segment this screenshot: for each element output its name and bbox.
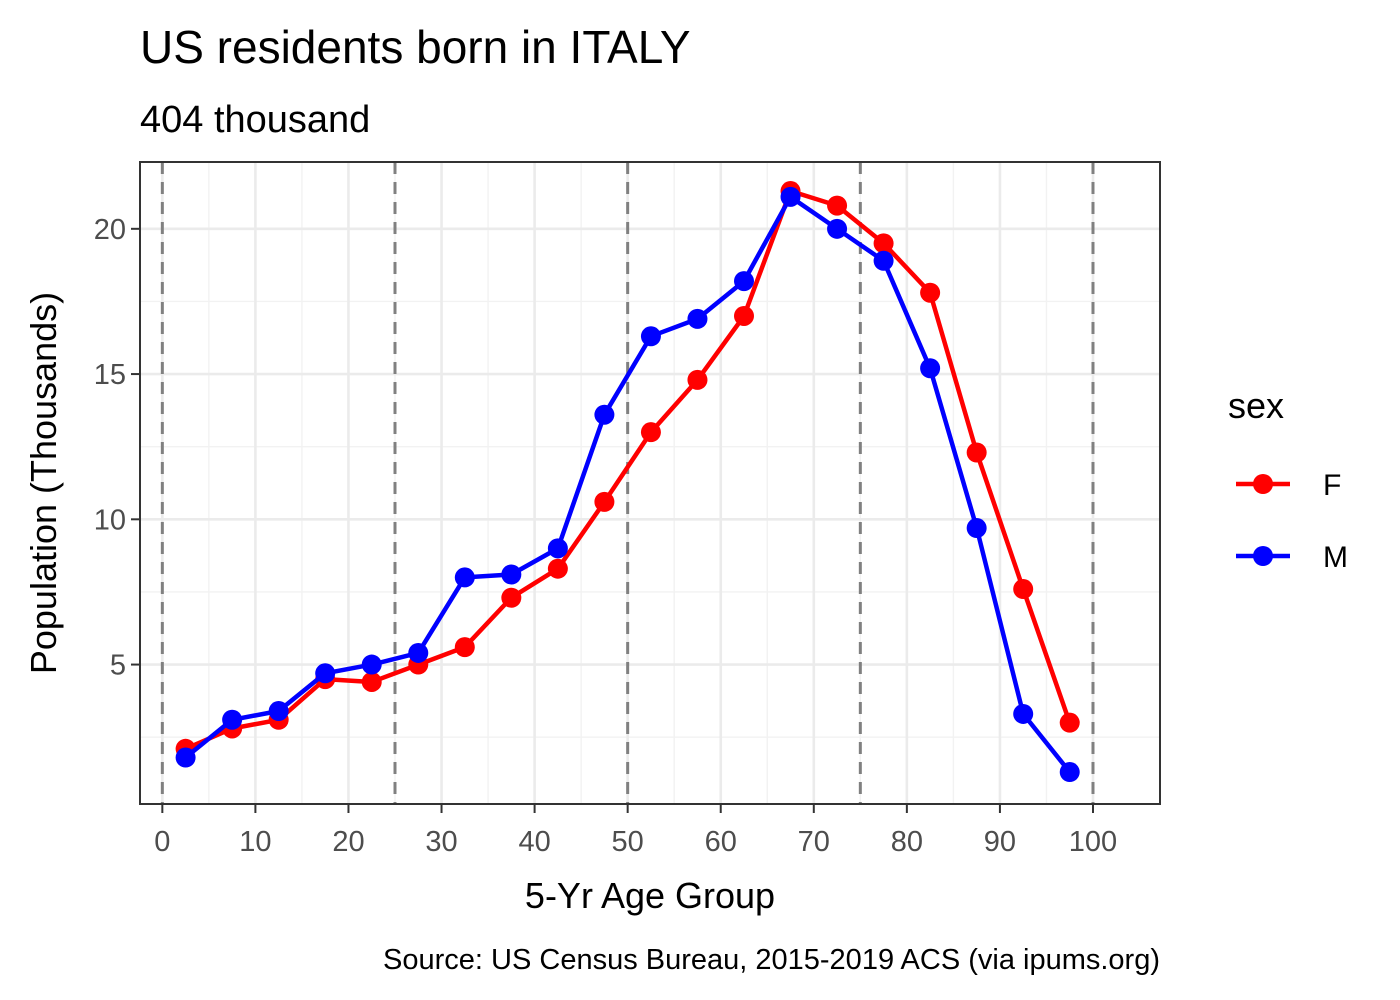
chart-title: US residents born in ITALY: [140, 21, 691, 73]
data-point: [501, 587, 522, 608]
data-point: [687, 369, 708, 390]
x-axis: 0 10 20 30 40 50 60 70 80 90 100: [154, 804, 1117, 858]
data-point: [827, 195, 848, 216]
data-point: [454, 637, 475, 658]
data-point: [454, 567, 475, 588]
chart-caption: Source: US Census Bureau, 2015-2019 ACS …: [383, 944, 1160, 976]
reference-lines: [160, 162, 1095, 804]
data-point: [966, 518, 987, 539]
data-point: [547, 558, 568, 579]
data-point: [594, 491, 615, 512]
series-M: [175, 186, 1080, 783]
plot-background: [140, 162, 1160, 804]
data-point: [873, 250, 894, 271]
data-point: [175, 747, 196, 768]
data-point: [687, 308, 708, 329]
y-tick-label: 5: [110, 650, 126, 682]
chart-subtitle: 404 thousand: [140, 99, 370, 141]
legend-title: sex: [1228, 385, 1284, 426]
data-point: [268, 701, 289, 722]
x-tick-label: 100: [1069, 826, 1117, 858]
data-point: [1013, 579, 1034, 600]
data-point: [222, 709, 243, 730]
x-tick-label: 60: [705, 826, 737, 858]
series-layer: [175, 181, 1080, 783]
x-axis-title: 5-Yr Age Group: [525, 875, 775, 916]
data-point: [361, 654, 382, 675]
y-tick-label: 10: [94, 504, 126, 536]
data-point: [780, 186, 801, 207]
plot-panel: [139, 161, 1161, 805]
legend-label: F: [1323, 469, 1341, 502]
x-tick-label: 20: [332, 826, 364, 858]
data-point: [640, 422, 661, 443]
data-point: [501, 564, 522, 585]
data-point: [547, 538, 568, 559]
y-axis-title: Population (Thousands): [23, 292, 64, 674]
x-tick-label: 80: [891, 826, 923, 858]
data-point: [1059, 762, 1080, 783]
y-tick-label: 20: [94, 214, 126, 246]
y-axis: 5 10 15 20: [94, 214, 140, 682]
legend-items: FM: [1236, 469, 1348, 574]
x-tick-label: 30: [425, 826, 457, 858]
data-point: [873, 233, 894, 254]
data-point: [966, 442, 987, 463]
x-tick-label: 90: [984, 826, 1016, 858]
y-tick-label: 15: [94, 359, 126, 391]
data-point: [1059, 712, 1080, 733]
data-point: [361, 671, 382, 692]
x-tick-label: 70: [798, 826, 830, 858]
data-point: [1013, 703, 1034, 724]
data-point: [733, 305, 754, 326]
data-point: [315, 663, 336, 684]
data-point: [594, 404, 615, 425]
legend-label: M: [1323, 541, 1348, 574]
data-point: [640, 326, 661, 347]
x-tick-label: 40: [518, 826, 550, 858]
x-tick-label: 10: [239, 826, 271, 858]
data-point: [827, 218, 848, 239]
legend-item-M: M: [1236, 541, 1348, 574]
x-tick-label: 0: [154, 826, 170, 858]
data-point: [920, 282, 941, 303]
data-point: [920, 358, 941, 379]
legend-key-marker: [1253, 546, 1273, 566]
x-tick-label: 50: [612, 826, 644, 858]
legend-item-F: F: [1236, 469, 1341, 502]
plot-border: [139, 161, 1161, 805]
data-point: [733, 271, 754, 292]
data-point: [408, 642, 429, 663]
legend: sex FM: [1228, 385, 1348, 574]
legend-key-marker: [1253, 474, 1273, 494]
